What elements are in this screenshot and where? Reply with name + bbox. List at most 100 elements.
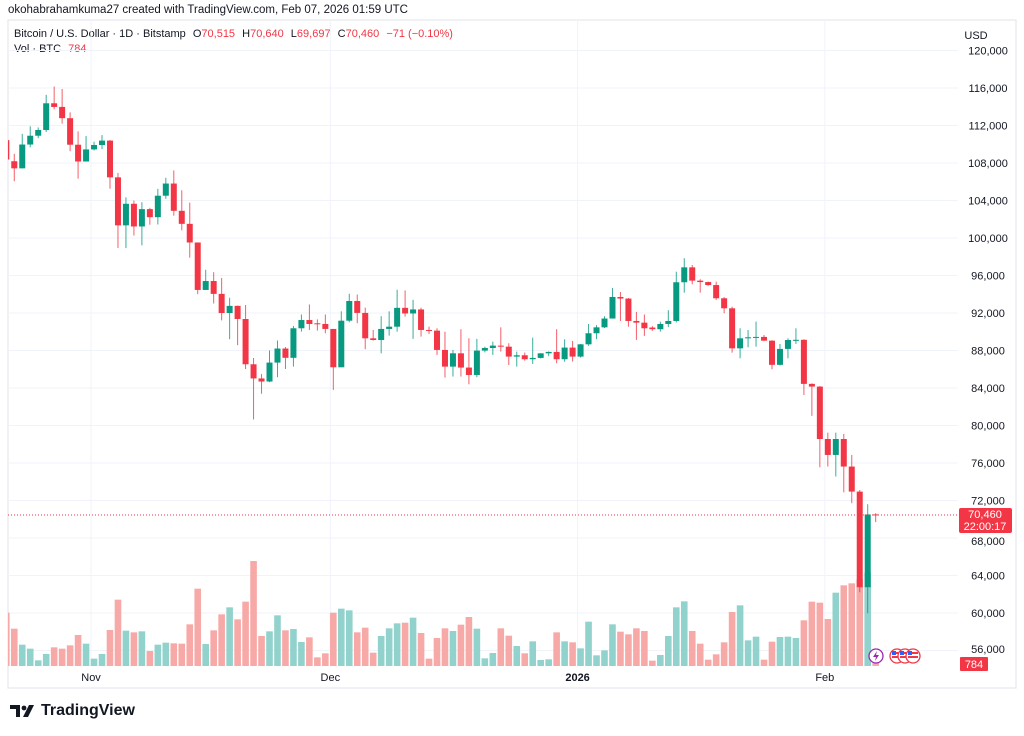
candle-body <box>689 267 696 281</box>
candle-body <box>282 348 289 358</box>
candle <box>154 188 161 225</box>
candle-body <box>761 336 768 341</box>
y-tick-label: 56,000 <box>971 644 1005 656</box>
candle-body <box>784 340 791 349</box>
candle-body <box>609 296 616 319</box>
candle-body <box>35 130 42 136</box>
volume-bar <box>202 644 209 666</box>
candle <box>250 358 257 420</box>
volume-label[interactable]: Vol · BTC <box>14 43 62 55</box>
volume-bar <box>298 642 305 666</box>
candle-body <box>394 307 401 327</box>
candle <box>106 140 113 189</box>
flag-stripe <box>900 656 910 658</box>
candle-body <box>99 140 106 145</box>
candle-body <box>792 339 799 341</box>
candle-body <box>521 355 528 360</box>
candle <box>19 133 26 169</box>
candle <box>11 153 18 182</box>
candle <box>330 328 337 390</box>
volume-bar <box>385 628 393 666</box>
candle-body <box>274 348 281 363</box>
volume-bar <box>377 636 385 666</box>
candle <box>673 271 680 323</box>
volume-bar <box>864 572 872 666</box>
y-tick-label: 68,000 <box>971 536 1005 548</box>
candle <box>274 340 281 378</box>
candle <box>784 338 791 359</box>
candle <box>641 314 648 336</box>
volume-bar <box>537 660 544 666</box>
volume-bar <box>657 655 664 666</box>
candle <box>537 353 544 359</box>
volume-bar <box>441 628 449 666</box>
volume-bar <box>569 642 576 666</box>
candle-body <box>258 378 265 382</box>
candle <box>226 297 233 340</box>
volume-bar <box>665 636 672 666</box>
candle-body <box>800 339 807 384</box>
candle-body <box>633 320 640 323</box>
low-value: 69,697 <box>296 28 331 40</box>
volume-bar <box>34 660 42 666</box>
volume-bar <box>848 583 856 666</box>
candle <box>776 343 783 366</box>
candle <box>761 334 768 342</box>
volume-bar <box>553 632 560 666</box>
candle <box>402 290 409 317</box>
candle-body <box>178 210 185 224</box>
volume-bar <box>425 658 433 666</box>
volume-bar <box>322 653 329 666</box>
lightning-event-icon[interactable] <box>868 648 884 664</box>
volume-bar <box>66 645 74 666</box>
candle <box>258 374 265 394</box>
candle-body <box>298 320 305 329</box>
candle-body <box>11 161 18 169</box>
candle <box>170 170 177 216</box>
close-label: C <box>337 28 346 40</box>
candle-body <box>242 319 249 365</box>
y-tick-label: 72,000 <box>971 496 1005 508</box>
us-flag-event-icon[interactable] <box>905 648 921 664</box>
volume-bar <box>465 617 473 666</box>
candle-body <box>776 348 783 365</box>
candle <box>713 281 720 300</box>
y-tick-label: 120,000 <box>968 46 1008 58</box>
candle-body <box>434 330 441 350</box>
candle-body <box>864 514 871 588</box>
candle <box>601 316 608 328</box>
volume-bar <box>649 660 656 666</box>
volume-bar <box>8 612 10 666</box>
volume-bar <box>585 621 592 666</box>
candle-body <box>162 183 169 196</box>
candle-body <box>194 242 201 290</box>
volume-bar <box>633 628 640 666</box>
candle <box>864 504 871 614</box>
candle <box>449 349 456 377</box>
candle <box>481 346 488 353</box>
y-tick-label: 108,000 <box>968 158 1008 170</box>
volume-bar <box>162 642 170 666</box>
volume-bar <box>26 648 34 666</box>
candle-body <box>354 301 361 313</box>
candle <box>234 305 241 346</box>
lightning-glyph <box>873 651 879 661</box>
volume-bar <box>816 602 824 666</box>
candle <box>194 242 201 295</box>
candle <box>138 202 145 246</box>
volume-bar <box>473 628 481 666</box>
volume-bar <box>529 641 537 666</box>
y-tick-label: 116,000 <box>969 83 1008 95</box>
open-value: 70,515 <box>201 28 236 40</box>
volume-bar <box>832 592 840 666</box>
candle <box>386 311 393 336</box>
volume-bar <box>641 631 648 666</box>
symbol-title[interactable]: Bitcoin / U.S. Dollar · 1D · Bitstamp <box>14 28 186 40</box>
y-tick-label: 112,000 <box>969 121 1008 133</box>
price-legend-row: Bitcoin / U.S. Dollar · 1D · Bitstamp O7… <box>14 27 457 42</box>
volume-bar <box>792 638 800 666</box>
candle-body <box>856 491 863 588</box>
candle-body <box>657 323 664 330</box>
candle <box>178 190 185 231</box>
